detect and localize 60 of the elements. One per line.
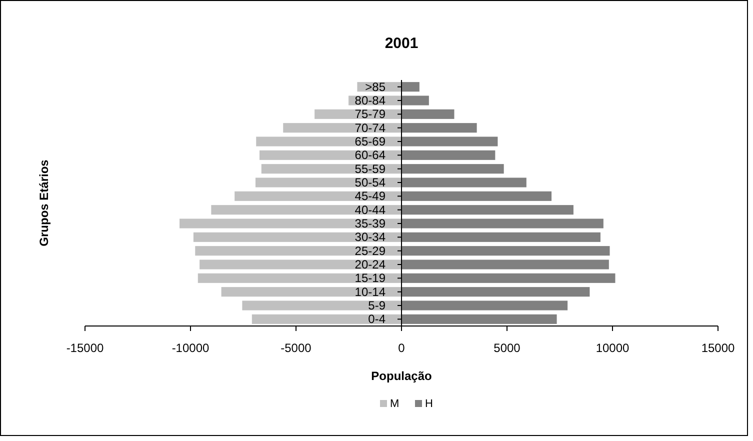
x-tick-label: -10000 [172, 341, 210, 355]
y-tick-label: 70-74 [354, 120, 386, 135]
y-axis-title: Grupos Etários [37, 159, 51, 246]
bar [402, 136, 498, 146]
bar [252, 314, 402, 324]
y-tick-label: 60-64 [354, 148, 386, 162]
x-tick-label: -5000 [280, 341, 312, 355]
y-tick-label: 0-4 [368, 312, 386, 326]
bar [402, 300, 568, 310]
bar [402, 273, 616, 283]
y-tick-label: 35-39 [354, 216, 386, 230]
y-tick-label: 15-19 [354, 271, 386, 286]
y-tick-label: 40-44 [354, 202, 386, 217]
bar [234, 191, 402, 201]
bar [195, 246, 402, 256]
bar [180, 218, 402, 228]
x-tick-label: 10000 [596, 341, 630, 355]
legend-label: H [425, 398, 433, 410]
x-tick-label: 0 [398, 341, 406, 355]
bar [402, 260, 609, 270]
legend-label: M [390, 398, 400, 410]
bar [402, 246, 610, 256]
bar [402, 82, 420, 92]
y-tick-label: 30-34 [354, 230, 386, 244]
bar [402, 123, 477, 133]
bar [221, 287, 402, 297]
bar [256, 136, 402, 146]
bar [402, 218, 604, 228]
y-tick-label: 5-9 [368, 298, 386, 312]
x-tick-label: 5000 [494, 341, 521, 355]
bar [255, 178, 402, 188]
y-tick-label: 65-69 [354, 134, 386, 148]
bar [402, 191, 552, 201]
y-tick-label: 75-79 [354, 107, 386, 122]
bar [402, 178, 526, 188]
bar [211, 205, 402, 215]
bar [402, 109, 454, 119]
bar [402, 150, 496, 160]
x-tick-label: 15000 [701, 341, 736, 355]
bar [402, 232, 600, 242]
y-tick-label: 80-84 [354, 94, 386, 108]
bar [193, 232, 402, 242]
bar [402, 96, 429, 106]
bar [198, 273, 402, 283]
y-tick-label: 50-54 [354, 176, 386, 190]
bar [402, 205, 574, 215]
y-tick-label: 45-49 [354, 189, 386, 204]
bar [200, 260, 402, 270]
y-tick-label: >85 [365, 80, 386, 94]
bar [402, 314, 557, 324]
bar [402, 287, 590, 297]
y-tick-label: 10-14 [354, 284, 386, 299]
y-tick-label: 20-24 [354, 258, 386, 272]
chart-title: 2001 [384, 35, 418, 52]
bar [242, 300, 402, 310]
y-tick-label: 25-29 [354, 244, 386, 258]
bar [402, 164, 504, 174]
x-axis-title: População [371, 369, 432, 383]
y-tick-label: 55-59 [354, 162, 386, 176]
x-tick-label: -15000 [66, 341, 104, 355]
